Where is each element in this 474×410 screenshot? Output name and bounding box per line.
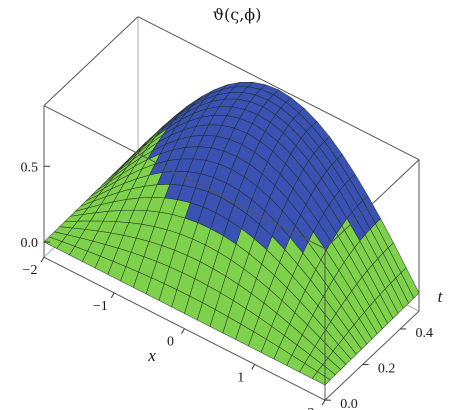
- box-edge-top-left: [43, 16, 139, 107]
- box-edge-top-front: [43, 105, 326, 250]
- box-edge-top-right: [324, 159, 420, 250]
- chart-title: ϑ(ς,ϕ): [213, 5, 262, 24]
- surface-cell: [311, 371, 331, 386]
- box-edge-top-back: [137, 16, 420, 161]
- box-edge-right-bottom: [324, 310, 420, 401]
- x-tick-label: 2: [308, 406, 315, 410]
- z-tick-label: 0.5: [21, 160, 39, 175]
- x-tick-mark: [40, 256, 45, 263]
- x-tick-label: −1: [93, 299, 108, 314]
- x-axis-label: x: [147, 346, 156, 365]
- x-tick-mark: [181, 328, 185, 334]
- t-tick-label: 0.0: [340, 397, 358, 410]
- x-tick-mark: [251, 364, 256, 370]
- surface-mesh: [43, 81, 420, 386]
- x-tick-label: −2: [23, 263, 38, 278]
- t-tick-label: 0.4: [415, 326, 433, 341]
- x-tick-label: 1: [237, 370, 244, 385]
- x-tick-mark: [110, 292, 115, 299]
- axis-ticks: −2 −1 0 1 2 0.0 0.2 0.4 0.0 0.5: [21, 160, 433, 410]
- x-tick-mark: [321, 399, 326, 406]
- t-axis-label: t: [438, 287, 444, 306]
- x-tick-label: 0: [167, 335, 174, 350]
- z-tick-label: 0.0: [21, 236, 39, 251]
- t-tick-label: 0.2: [378, 362, 396, 377]
